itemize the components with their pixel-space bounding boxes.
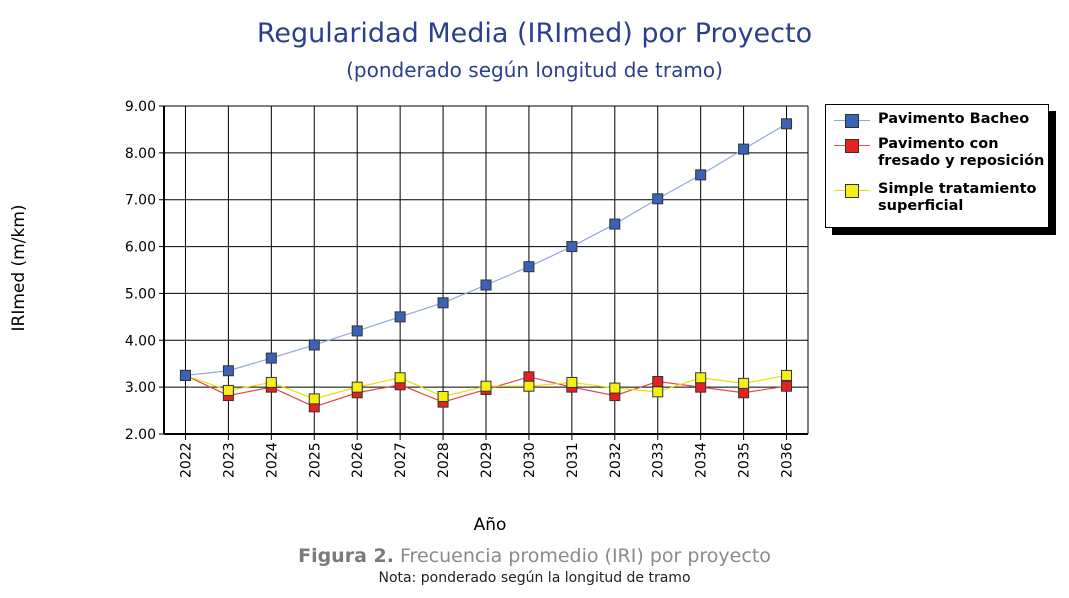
data-point — [480, 279, 492, 291]
y-tick-label: 5.00 — [125, 286, 156, 302]
x-tick-label: 2029 — [479, 442, 495, 478]
data-point — [566, 376, 578, 388]
x-tick-label: 2023 — [221, 442, 237, 478]
x-tick-label: 2028 — [436, 442, 452, 478]
data-point — [652, 376, 664, 388]
x-tick-label: 2035 — [737, 442, 753, 478]
data-point — [394, 311, 406, 323]
legend-label: Pavimento con fresado y reposición — [878, 136, 1045, 169]
x-tick-label: 2024 — [264, 442, 280, 478]
data-point — [652, 193, 664, 205]
data-point — [265, 352, 277, 364]
y-tick-label: 8.00 — [125, 146, 156, 162]
data-point — [222, 365, 234, 377]
data-point — [738, 143, 750, 155]
chart-title: Regularidad Media (IRImed) por Proyecto — [256, 18, 813, 49]
data-point — [523, 371, 535, 383]
legend-label: Simple tratamiento superficial — [878, 181, 1037, 214]
x-tick-label: 2034 — [694, 442, 710, 478]
x-tick-label: 2033 — [651, 442, 667, 478]
data-point — [738, 387, 750, 399]
y-tick-label: 4.00 — [125, 333, 156, 349]
x-tick-label: 2027 — [393, 442, 409, 478]
data-point — [738, 377, 750, 389]
y-tick-label: 2.00 — [125, 427, 156, 443]
chart-subtitle: (ponderado según longitud de tramo) — [346, 58, 723, 82]
legend-marker-icon — [834, 139, 870, 153]
data-point — [781, 118, 793, 130]
data-point — [609, 218, 621, 230]
data-point — [566, 241, 578, 253]
data-point — [609, 382, 621, 394]
figure-note: Nota: ponderado según la longitud de tra… — [378, 570, 691, 586]
chart-legend: Pavimento Bacheo Pavimento con fresado y… — [825, 104, 1049, 228]
legend-marker-icon — [834, 114, 870, 128]
y-tick-label: 9.00 — [125, 99, 156, 115]
x-tick-label: 2032 — [608, 442, 624, 478]
legend-marker-icon — [834, 184, 870, 198]
data-point — [695, 381, 707, 393]
data-point — [781, 380, 793, 392]
y-axis-label: IRImed (m/km) — [9, 204, 29, 331]
data-point — [781, 369, 793, 381]
data-point — [351, 381, 363, 393]
data-point — [437, 297, 449, 309]
x-tick-label: 2025 — [307, 442, 323, 478]
caption-bold: Figura 2. — [298, 545, 394, 567]
data-point — [265, 376, 277, 388]
data-point — [437, 391, 449, 403]
legend-label: Pavimento Bacheo — [878, 111, 1030, 127]
caption-text: Frecuencia promedio (IRI) por proyecto — [393, 545, 771, 567]
x-tick-label: 2036 — [780, 442, 796, 478]
y-tick-label: 6.00 — [125, 240, 156, 256]
y-tick-label: 7.00 — [125, 193, 156, 209]
x-tick-label: 2031 — [565, 442, 581, 478]
data-point — [480, 380, 492, 392]
data-point — [523, 261, 535, 273]
figure-caption: Figura 2. Frecuencia promedio (IRI) por … — [0, 545, 1069, 567]
data-point — [308, 393, 320, 405]
data-point — [179, 369, 191, 381]
x-tick-label: 2030 — [522, 442, 538, 478]
data-point — [695, 169, 707, 181]
data-point — [394, 372, 406, 384]
data-point — [222, 384, 234, 396]
data-point — [351, 325, 363, 337]
data-point — [652, 386, 664, 398]
x-tick-label: 2022 — [178, 442, 194, 478]
data-point — [695, 372, 707, 384]
data-point — [523, 380, 535, 392]
data-point — [308, 339, 320, 351]
y-tick-label: 3.00 — [125, 380, 156, 396]
x-axis-label: Año — [474, 515, 507, 535]
x-tick-label: 2026 — [350, 442, 366, 478]
